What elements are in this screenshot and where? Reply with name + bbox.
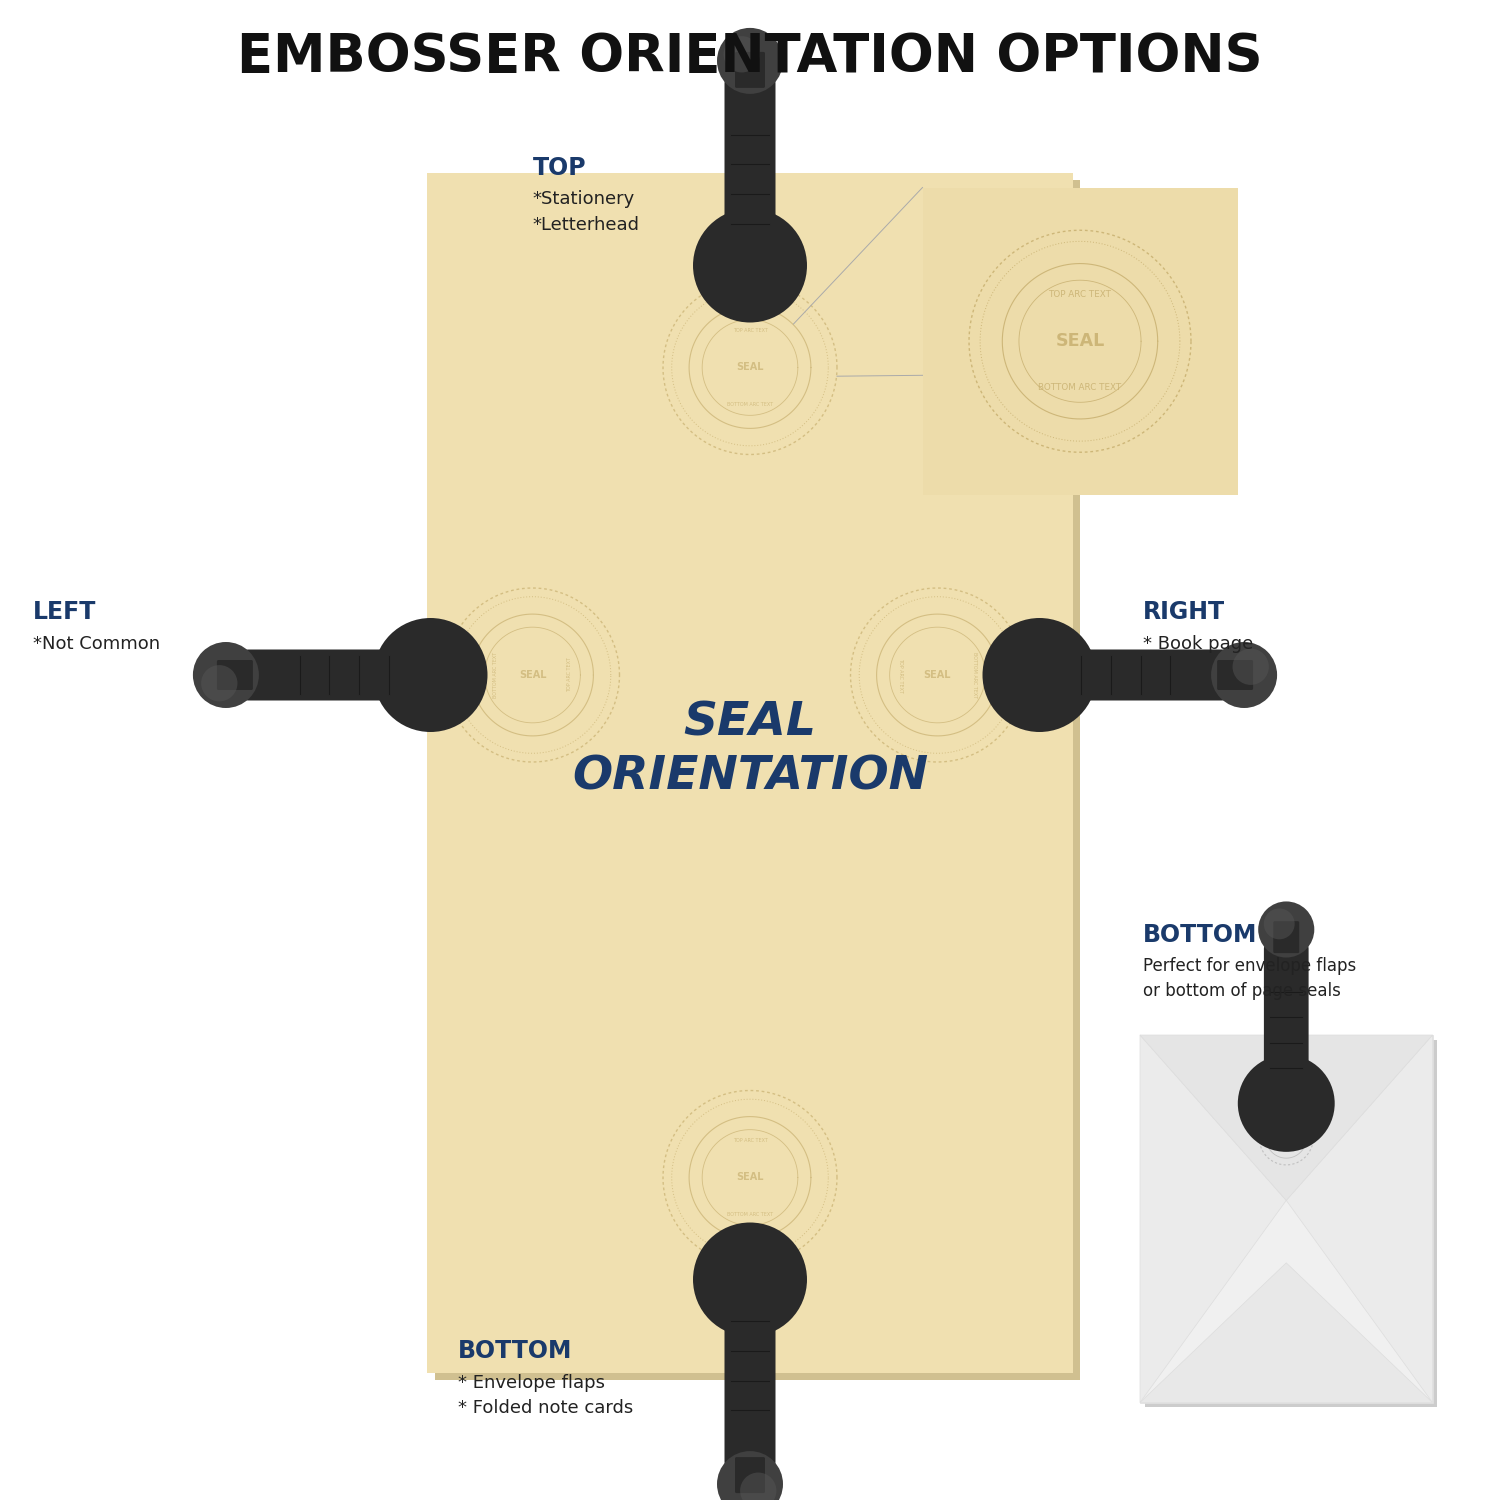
FancyBboxPatch shape xyxy=(724,80,776,254)
Text: SEAL: SEAL xyxy=(1280,1136,1293,1140)
Text: TOP ARC TEXT: TOP ARC TEXT xyxy=(567,657,572,693)
Polygon shape xyxy=(1140,1035,1286,1403)
FancyBboxPatch shape xyxy=(1216,660,1252,690)
Text: SEAL: SEAL xyxy=(736,1173,764,1182)
FancyBboxPatch shape xyxy=(217,660,254,690)
Text: *Not Common: *Not Common xyxy=(33,634,160,652)
FancyBboxPatch shape xyxy=(1274,921,1299,952)
FancyBboxPatch shape xyxy=(244,650,418,700)
Circle shape xyxy=(1238,1054,1335,1152)
FancyBboxPatch shape xyxy=(1052,650,1226,700)
FancyBboxPatch shape xyxy=(1140,1035,1432,1403)
FancyBboxPatch shape xyxy=(1144,1040,1437,1407)
Polygon shape xyxy=(1286,1035,1432,1403)
Text: TOP ARC TEXT: TOP ARC TEXT xyxy=(732,1138,768,1143)
Circle shape xyxy=(717,1450,783,1500)
FancyBboxPatch shape xyxy=(427,172,1072,1372)
Circle shape xyxy=(201,664,237,702)
Circle shape xyxy=(740,1473,777,1500)
Text: *Stationery
*Letterhead: *Stationery *Letterhead xyxy=(532,190,639,234)
Text: BOTTOM ARC TEXT: BOTTOM ARC TEXT xyxy=(1038,384,1122,393)
Text: SEAL: SEAL xyxy=(736,363,764,372)
Text: RIGHT: RIGHT xyxy=(1143,600,1226,624)
Text: BOTTOM ARC TEXT: BOTTOM ARC TEXT xyxy=(972,652,976,698)
Text: TOP ARC TEXT: TOP ARC TEXT xyxy=(1048,290,1112,298)
Circle shape xyxy=(1258,902,1314,957)
Text: TOP: TOP xyxy=(532,156,586,180)
Text: Perfect for envelope flaps
or bottom of page seals: Perfect for envelope flaps or bottom of … xyxy=(1143,957,1356,1000)
Circle shape xyxy=(693,1222,807,1336)
Text: * Book page: * Book page xyxy=(1143,634,1254,652)
Text: BOTTOM ARC TEXT: BOTTOM ARC TEXT xyxy=(494,652,498,698)
Circle shape xyxy=(1233,648,1269,686)
Text: TOP ARC TEXT: TOP ARC TEXT xyxy=(732,328,768,333)
FancyBboxPatch shape xyxy=(1264,944,1308,1094)
Circle shape xyxy=(982,618,1096,732)
Text: LEFT: LEFT xyxy=(33,600,96,624)
Polygon shape xyxy=(1140,1263,1432,1402)
Text: EMBOSSER ORIENTATION OPTIONS: EMBOSSER ORIENTATION OPTIONS xyxy=(237,32,1263,83)
Circle shape xyxy=(1210,642,1276,708)
Text: BOTTOM: BOTTOM xyxy=(458,1340,572,1364)
FancyBboxPatch shape xyxy=(735,53,765,88)
Circle shape xyxy=(194,642,260,708)
Circle shape xyxy=(374,618,488,732)
Text: SEAL
ORIENTATION: SEAL ORIENTATION xyxy=(572,700,928,800)
FancyBboxPatch shape xyxy=(724,1292,776,1466)
Circle shape xyxy=(723,36,760,72)
Text: BOTTOM ARC TEXT: BOTTOM ARC TEXT xyxy=(728,1212,772,1216)
Text: BOTTOM ARC TEXT: BOTTOM ARC TEXT xyxy=(728,402,772,406)
Text: SEAL: SEAL xyxy=(1056,333,1104,351)
Text: SEAL: SEAL xyxy=(924,670,951,680)
Polygon shape xyxy=(1140,1035,1432,1200)
FancyBboxPatch shape xyxy=(435,180,1080,1380)
Circle shape xyxy=(717,28,783,94)
FancyBboxPatch shape xyxy=(922,188,1238,495)
Text: * Envelope flaps
* Folded note cards: * Envelope flaps * Folded note cards xyxy=(458,1374,633,1417)
Text: BOTTOM: BOTTOM xyxy=(1143,922,1257,946)
Text: TOP ARC TEXT: TOP ARC TEXT xyxy=(898,657,903,693)
Text: SEAL: SEAL xyxy=(519,670,546,680)
Circle shape xyxy=(693,209,807,322)
FancyBboxPatch shape xyxy=(735,1456,765,1492)
Circle shape xyxy=(1264,909,1294,939)
